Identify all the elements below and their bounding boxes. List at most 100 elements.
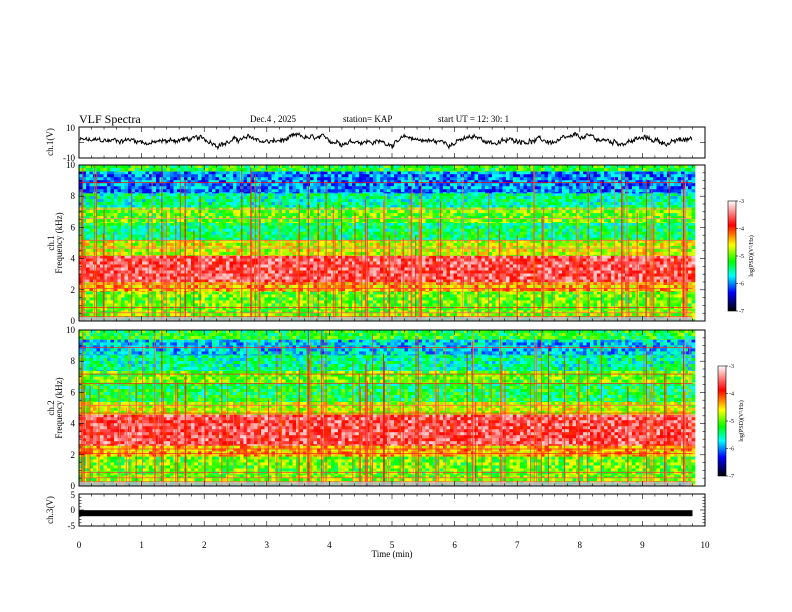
ch1-spec-narrowband-line xyxy=(79,247,693,249)
ch1-spec-sferic-streak xyxy=(389,241,391,321)
ch2-spectrogram-ticks xyxy=(78,329,706,487)
ch1-spec-sferic-streak xyxy=(184,213,186,321)
ch1-spec-sferic-streak xyxy=(636,212,638,321)
ch2-spec-sferic-streak xyxy=(419,364,421,486)
x-tick-label: 7 xyxy=(515,540,520,550)
ch1-spec-sferic-streak xyxy=(516,235,518,321)
ch1-spec-ytick-label: 2 xyxy=(71,285,76,295)
ch2-spec-sferic-streak xyxy=(563,355,565,486)
colorbar-tick-label: -7 xyxy=(739,309,744,315)
ch1-spec-sferic-streak xyxy=(533,170,535,321)
ch2-spectrogram-ylabel-channel: ch.2 xyxy=(46,400,56,415)
x-tick-label: 8 xyxy=(578,540,583,550)
ch1-spec-sferic-streak xyxy=(575,204,577,321)
ch2-spec-ytick-label: 0 xyxy=(71,481,76,491)
ch1-spec-sferic-streak xyxy=(577,226,579,321)
ch1-spec-sferic-streak xyxy=(317,203,319,321)
ch1-spec-sferic-streak xyxy=(498,229,500,321)
ch2-spec-narrowband-line xyxy=(79,448,693,450)
x-tick-label: 3 xyxy=(265,540,270,550)
ch2-spec-sferic-streak xyxy=(415,335,417,486)
ch2-spec-sferic-streak xyxy=(530,375,531,486)
ch1-spec-sferic-streak xyxy=(94,165,96,321)
ch1-spec-sferic-streak xyxy=(250,173,252,321)
ch2-spectrogram-image xyxy=(79,330,696,487)
ch1-spec-sferic-streak xyxy=(645,236,647,321)
ch1-spec-sferic-streak xyxy=(241,169,243,321)
ch1-spec-narrowband-line xyxy=(79,283,693,285)
ch1-spec-sferic-streak xyxy=(325,181,327,321)
ch1-spec-sferic-streak xyxy=(394,228,396,321)
x-axis-label: Time (min) xyxy=(372,549,413,559)
ch2-spec-sferic-streak xyxy=(664,373,666,486)
ch2-spec-sferic-streak xyxy=(142,344,143,486)
colorbar-tick-label: -5 xyxy=(729,419,734,425)
ch1-spec-sferic-streak xyxy=(684,225,686,321)
ch2-spec-sferic-streak xyxy=(307,330,309,486)
ch2-spec-sferic-streak xyxy=(358,373,360,486)
ch1-spec-sferic-streak xyxy=(354,212,356,321)
ch1-spec-sferic-streak xyxy=(199,195,201,321)
x-tick-label: 2 xyxy=(202,540,207,550)
ch3-ytick-5: 5 xyxy=(71,490,76,500)
ch1-spec-narrowband-line xyxy=(79,307,693,308)
ch1-spec-sferic-streak xyxy=(279,199,281,321)
ch2-spec-sferic-streak xyxy=(310,342,312,486)
ch2-spec-sferic-streak xyxy=(233,401,235,486)
ch2-spec-sferic-streak xyxy=(83,385,85,486)
ch1-spec-sferic-streak xyxy=(651,180,653,321)
ch1-spec-sferic-streak xyxy=(649,223,651,321)
ch1-ytick-bottom: -10 xyxy=(63,153,75,163)
ch1-spec-sferic-streak xyxy=(488,192,490,321)
ch1-spec-sferic-streak xyxy=(628,237,630,321)
ch1-spec-sferic-streak xyxy=(541,216,543,321)
ch1-spec-sferic-streak xyxy=(440,201,442,321)
ch2-spec-ytick-label: 2 xyxy=(71,450,76,460)
ch2-spec-sferic-streak xyxy=(600,346,602,486)
ch1-spec-sferic-streak xyxy=(415,235,417,321)
ch2-spec-sferic-streak xyxy=(98,384,100,486)
ch1-spectrogram-ticks xyxy=(78,164,706,322)
ch2-spec-sferic-streak xyxy=(500,336,502,486)
ch1-spec-sferic-streak xyxy=(383,200,385,321)
ch1-spec-sferic-streak xyxy=(334,228,336,321)
ch2-spec-sferic-streak xyxy=(204,372,206,486)
ch1-spec-narrowband-line xyxy=(79,316,693,318)
ch2-spec-sferic-streak xyxy=(307,347,309,486)
ch2-spec-sferic-streak xyxy=(643,352,645,486)
ch3-waveform-ylabel: ch.3(V) xyxy=(45,496,55,524)
ch1-spec-sferic-streak xyxy=(652,223,654,321)
ch2-spec-sferic-streak xyxy=(434,333,436,486)
ch2-spec-sferic-streak xyxy=(89,385,91,486)
x-tick-label: 10 xyxy=(701,540,711,550)
ch2-spec-sferic-streak xyxy=(689,338,691,486)
ch2-spec-sferic-streak xyxy=(82,332,84,486)
ch2-spec-sferic-streak xyxy=(475,402,477,486)
ch1-spec-sferic-streak xyxy=(543,207,545,321)
ch1-spec-narrowband-line xyxy=(79,288,693,289)
ch1-spec-sferic-streak xyxy=(384,192,386,321)
ch2-spec-ytick-label: 10 xyxy=(66,325,76,335)
ch2-spec-narrowband-line xyxy=(79,477,693,479)
ch1-spec-narrowband-line xyxy=(79,208,693,210)
ch1-spec-narrowband-line xyxy=(79,239,693,241)
ch2-spec-sferic-streak xyxy=(372,333,373,486)
start-time-label: start UT = 12: 30: 1 xyxy=(438,114,509,124)
ch2-spec-sferic-streak xyxy=(383,361,385,486)
ch2-spec-sferic-streak xyxy=(535,344,537,486)
ch1-spec-sferic-streak xyxy=(131,190,133,321)
ch2-spec-narrowband-line xyxy=(79,347,693,348)
ch1-spec-sferic-streak xyxy=(418,219,420,321)
ch2-spec-sferic-streak xyxy=(325,331,327,486)
ch2-spec-sferic-streak xyxy=(473,330,474,486)
ch1-spec-sferic-streak xyxy=(297,233,299,321)
ch2-spec-narrowband-line xyxy=(79,383,693,384)
ch2-spec-ytick-label: 8 xyxy=(71,356,76,366)
ch1-spec-sferic-streak xyxy=(80,189,82,321)
ch2-spec-sferic-streak xyxy=(297,398,299,486)
ch1-spectrogram-ylabel-channel: ch.1 xyxy=(46,235,56,250)
ch3-ytick-0: 0 xyxy=(71,505,76,515)
ch3-waveform-line xyxy=(79,510,693,517)
ch2-spec-narrowband-line xyxy=(79,453,693,454)
ch1-spectrogram-panel: 0 2 4 6 8 10 ch.1 Frequency (kHz) xyxy=(46,160,706,326)
